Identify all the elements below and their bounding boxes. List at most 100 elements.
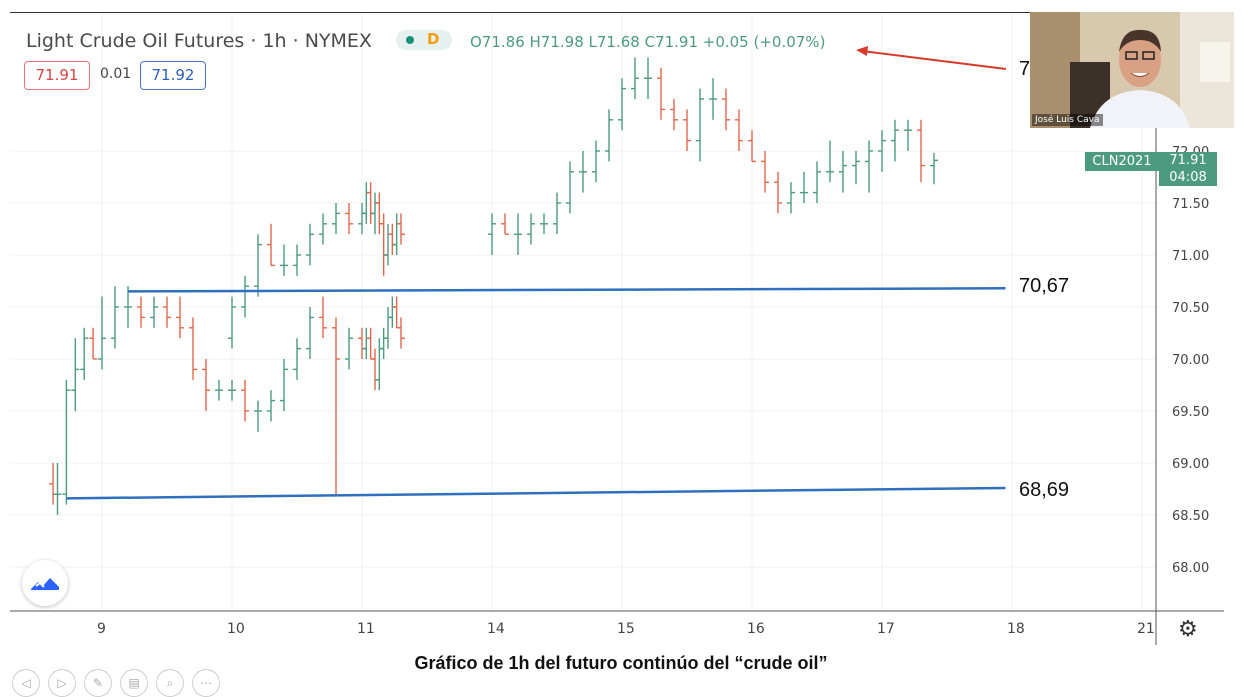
- gear-icon[interactable]: ⚙: [1178, 616, 1198, 641]
- ohlc-bar: [150, 296, 158, 328]
- ohlc-bar: [839, 151, 847, 193]
- tradingview-logo-shape: [31, 578, 59, 590]
- ohlc-bar: [80, 327, 89, 380]
- x-tick-label: 14: [487, 621, 505, 637]
- toolbar-back-icon[interactable]: ◁: [12, 669, 40, 697]
- ohlc-bar: [735, 109, 743, 151]
- ohlc-bar: [53, 463, 62, 515]
- x-tick-label: 21: [1137, 621, 1155, 637]
- ticker-price-label: CLN2021: [1085, 152, 1159, 171]
- annotation-arrow-head: [856, 46, 868, 56]
- ohlc-bar: [267, 223, 275, 267]
- ohlc-bar: [813, 161, 821, 203]
- ohlc-bar: [904, 119, 912, 151]
- annotation-arrow-line: [861, 50, 1007, 70]
- ohlc-bar: [683, 109, 691, 151]
- ohlc-bar: [592, 140, 600, 183]
- ohlc-bar: [388, 296, 397, 328]
- ohlc-bar: [375, 192, 384, 235]
- y-tick-label: 69.50: [1172, 405, 1209, 420]
- ohlc-bar: [137, 296, 145, 328]
- level-label-support: 68,69: [1019, 479, 1070, 501]
- timeframe-letter: D: [427, 30, 440, 48]
- ohlc-bar: [332, 317, 340, 495]
- ohlc-bar: [189, 317, 197, 380]
- ohlc-bar: [722, 88, 730, 131]
- ohlc-bar: [618, 78, 626, 131]
- x-tick-label: 18: [1007, 621, 1025, 637]
- ohlc-bar: [644, 57, 652, 99]
- timeframe-badge[interactable]: D: [396, 30, 452, 50]
- ohlc-bar: [176, 296, 184, 339]
- ohlc-bar: [280, 244, 288, 276]
- ohlc-bar: [89, 327, 98, 360]
- ohlc-bar: [566, 161, 574, 214]
- ohlc-bar: [514, 213, 522, 255]
- ask-price-button[interactable]: 71.92: [140, 61, 206, 90]
- ohlc-bar: [397, 317, 405, 349]
- ohlc-bar: [371, 192, 379, 235]
- toolbar-copy-icon[interactable]: ▤: [120, 669, 148, 697]
- ohlc-bar: [388, 223, 397, 255]
- ohlc-bar: [98, 296, 106, 370]
- ohlc-bar: [392, 296, 401, 329]
- webcam-overlay: José Luis Cava: [1030, 12, 1234, 128]
- ohlc-bar: [215, 379, 223, 401]
- ohlc-bar: [358, 203, 366, 235]
- ohlc-bar: [579, 151, 587, 193]
- ohlc-bar: [319, 296, 327, 339]
- last-price-label: 71.91 04:08: [1159, 152, 1217, 186]
- toolbar-play-icon[interactable]: ▷: [48, 669, 76, 697]
- ohlc-bar: [345, 327, 353, 370]
- ohlc-bar: [605, 109, 613, 162]
- ohlc-bar: [865, 140, 873, 193]
- toolbar-zoom-icon[interactable]: ⌕: [156, 669, 184, 697]
- tradingview-logo-icon[interactable]: [22, 560, 68, 606]
- x-tick-label: 9: [97, 621, 106, 637]
- y-tick-label: 69.00: [1172, 457, 1209, 472]
- ohlc-bar: [228, 379, 236, 401]
- ohlc-bar: [366, 327, 375, 360]
- trendlines[interactable]: [66, 46, 1007, 500]
- ohlc-bar: [878, 130, 886, 172]
- ohlc-readout: O71.86 H71.98 L71.68 C71.91 +0.05 (+0.07…: [470, 33, 826, 51]
- y-tick-label: 68.00: [1172, 561, 1209, 576]
- chart-frame[interactable]: 68.00 68.50 69.00 69.50 70.00 70.50 71.00 71.50…: [10, 12, 1224, 645]
- level-label-top: 7: [1019, 58, 1031, 80]
- ohlc-bar: [293, 244, 301, 276]
- ohlc-bar: [553, 192, 561, 235]
- ohlc-bar: [488, 213, 496, 255]
- ohlc-bar: [384, 307, 392, 349]
- status-dot-icon: [406, 36, 414, 44]
- price-chart[interactable]: 68.00 68.50 69.00 69.50 70.00 70.50 71.00 71.50…: [10, 13, 1224, 645]
- ohlc-bar: [761, 151, 769, 193]
- bid-price-button[interactable]: 71.91: [24, 61, 90, 90]
- ohlc-bar: [280, 359, 288, 411]
- toolbar-more-icon[interactable]: ⋯: [192, 669, 220, 697]
- ohlc-bar: [930, 153, 938, 185]
- ohlc-bar: [631, 57, 639, 99]
- ohlc-bar: [540, 213, 548, 235]
- ohlc-bar: [670, 99, 678, 131]
- toolbar-pen-icon[interactable]: ✎: [84, 669, 112, 697]
- ohlc-bar: [774, 171, 782, 214]
- y-tick-label: 70.00: [1172, 353, 1209, 368]
- ohlc-bar: [657, 67, 665, 120]
- ohlc-bar: [379, 327, 388, 359]
- x-tick-label: 15: [617, 621, 635, 637]
- chart-title: Light Crude Oil Futures · 1h · NYMEX: [26, 30, 372, 52]
- ohlc-bar: [891, 119, 899, 162]
- ohlc-bar: [332, 203, 340, 235]
- ohlc-bar: [709, 78, 717, 120]
- ohlc-bar: [800, 171, 808, 203]
- ohlc-bar: [306, 307, 314, 359]
- ohlc-bar: [379, 213, 388, 276]
- support-trendline: [66, 486, 1006, 500]
- bar-countdown: 04:08: [1169, 170, 1207, 185]
- speaker-name: José Luis Cava: [1032, 114, 1103, 126]
- ohlc-bar: [852, 151, 860, 185]
- level-label-resistance: 70,67: [1019, 275, 1070, 297]
- x-tick-label: 16: [747, 621, 765, 637]
- x-tick-label: 10: [227, 621, 245, 637]
- ohlc-bar: [392, 213, 401, 255]
